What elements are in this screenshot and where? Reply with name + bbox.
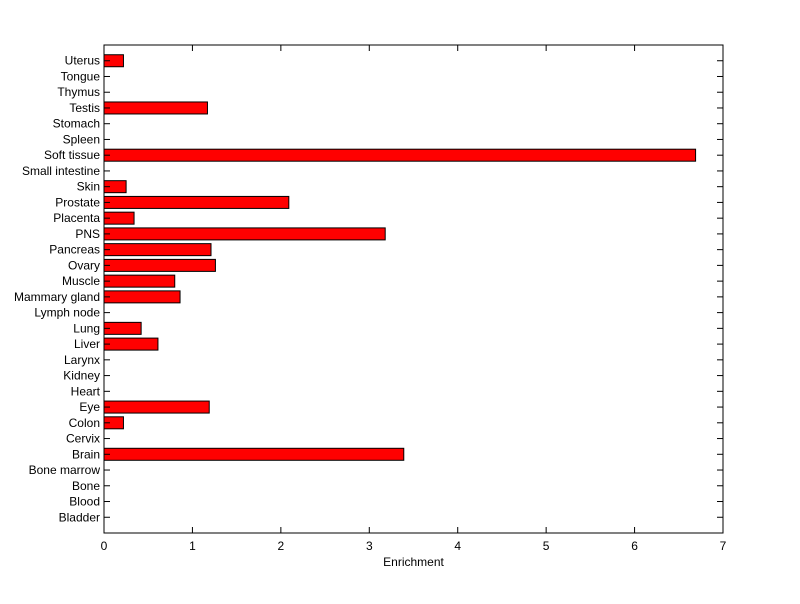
x-tick-label-5: 5: [543, 539, 550, 553]
y-tick-label-kidney: Kidney: [63, 369, 100, 383]
bar-eye: [103, 400, 210, 414]
y-tick-label-small-intestine: Small intestine: [22, 164, 100, 178]
x-axis-label: Enrichment: [383, 555, 444, 569]
y-tick-label-brain: Brain: [72, 447, 100, 461]
y-tick-label-bone: Bone: [72, 479, 100, 493]
y-tick-label-muscle: Muscle: [62, 274, 100, 288]
bar-muscle: [103, 274, 176, 288]
y-tick-label-mammary-gland: Mammary gland: [14, 290, 100, 304]
y-tick-label-eye: Eye: [79, 400, 100, 414]
y-tick-label-skin: Skin: [77, 180, 100, 194]
y-tick-label-placenta: Placenta: [53, 211, 100, 225]
y-tick-label-soft-tissue: Soft tissue: [44, 148, 100, 162]
y-tick-label-prostate: Prostate: [55, 195, 100, 209]
y-tick-label-stomach: Stomach: [53, 117, 100, 131]
bar-pns: [103, 227, 386, 241]
y-tick-label-thymus: Thymus: [57, 85, 100, 99]
y-tick-label-pns: PNS: [75, 227, 100, 241]
y-tick-label-pancreas: Pancreas: [49, 243, 100, 257]
bar-brain: [103, 447, 405, 461]
y-tick-label-spleen: Spleen: [63, 132, 100, 146]
y-tick-label-larynx: Larynx: [64, 353, 100, 367]
y-tick-label-liver: Liver: [74, 337, 100, 351]
y-tick-label-blood: Blood: [69, 495, 100, 509]
y-tick-label-tongue: Tongue: [61, 69, 101, 83]
x-tick-label-3: 3: [366, 539, 373, 553]
bar-prostate: [103, 195, 290, 209]
bars-group: [103, 54, 697, 461]
y-tick-label-ovary: Ovary: [68, 258, 100, 272]
bar-soft-tissue: [103, 148, 697, 162]
x-tick-label-4: 4: [454, 539, 461, 553]
y-tick-label-lymph-node: Lymph node: [34, 306, 100, 320]
y-tick-label-colon: Colon: [69, 416, 100, 430]
x-tick-label-1: 1: [189, 539, 196, 553]
y-tick-label-bone-marrow: Bone marrow: [29, 463, 101, 477]
x-ticks-group: 0 1 2 3 4 5 6 7: [101, 45, 727, 553]
y-tick-label-heart: Heart: [71, 384, 101, 398]
x-tick-label-0: 0: [101, 539, 108, 553]
bar-pancreas: [103, 243, 212, 257]
bar-mammary-gland: [103, 290, 181, 304]
bar-liver: [103, 337, 159, 351]
y-tick-label-testis: Testis: [69, 101, 100, 115]
bar-ovary: [103, 258, 216, 272]
y-tick-label-bladder: Bladder: [59, 510, 100, 524]
x-tick-label-7: 7: [720, 539, 727, 553]
y-tick-label-lung: Lung: [73, 321, 100, 335]
x-tick-label-2: 2: [278, 539, 285, 553]
bar-testis: [103, 101, 208, 115]
y-tick-label-uterus: Uterus: [65, 54, 100, 68]
x-tick-label-6: 6: [631, 539, 638, 553]
y-tick-label-cervix: Cervix: [66, 432, 100, 446]
